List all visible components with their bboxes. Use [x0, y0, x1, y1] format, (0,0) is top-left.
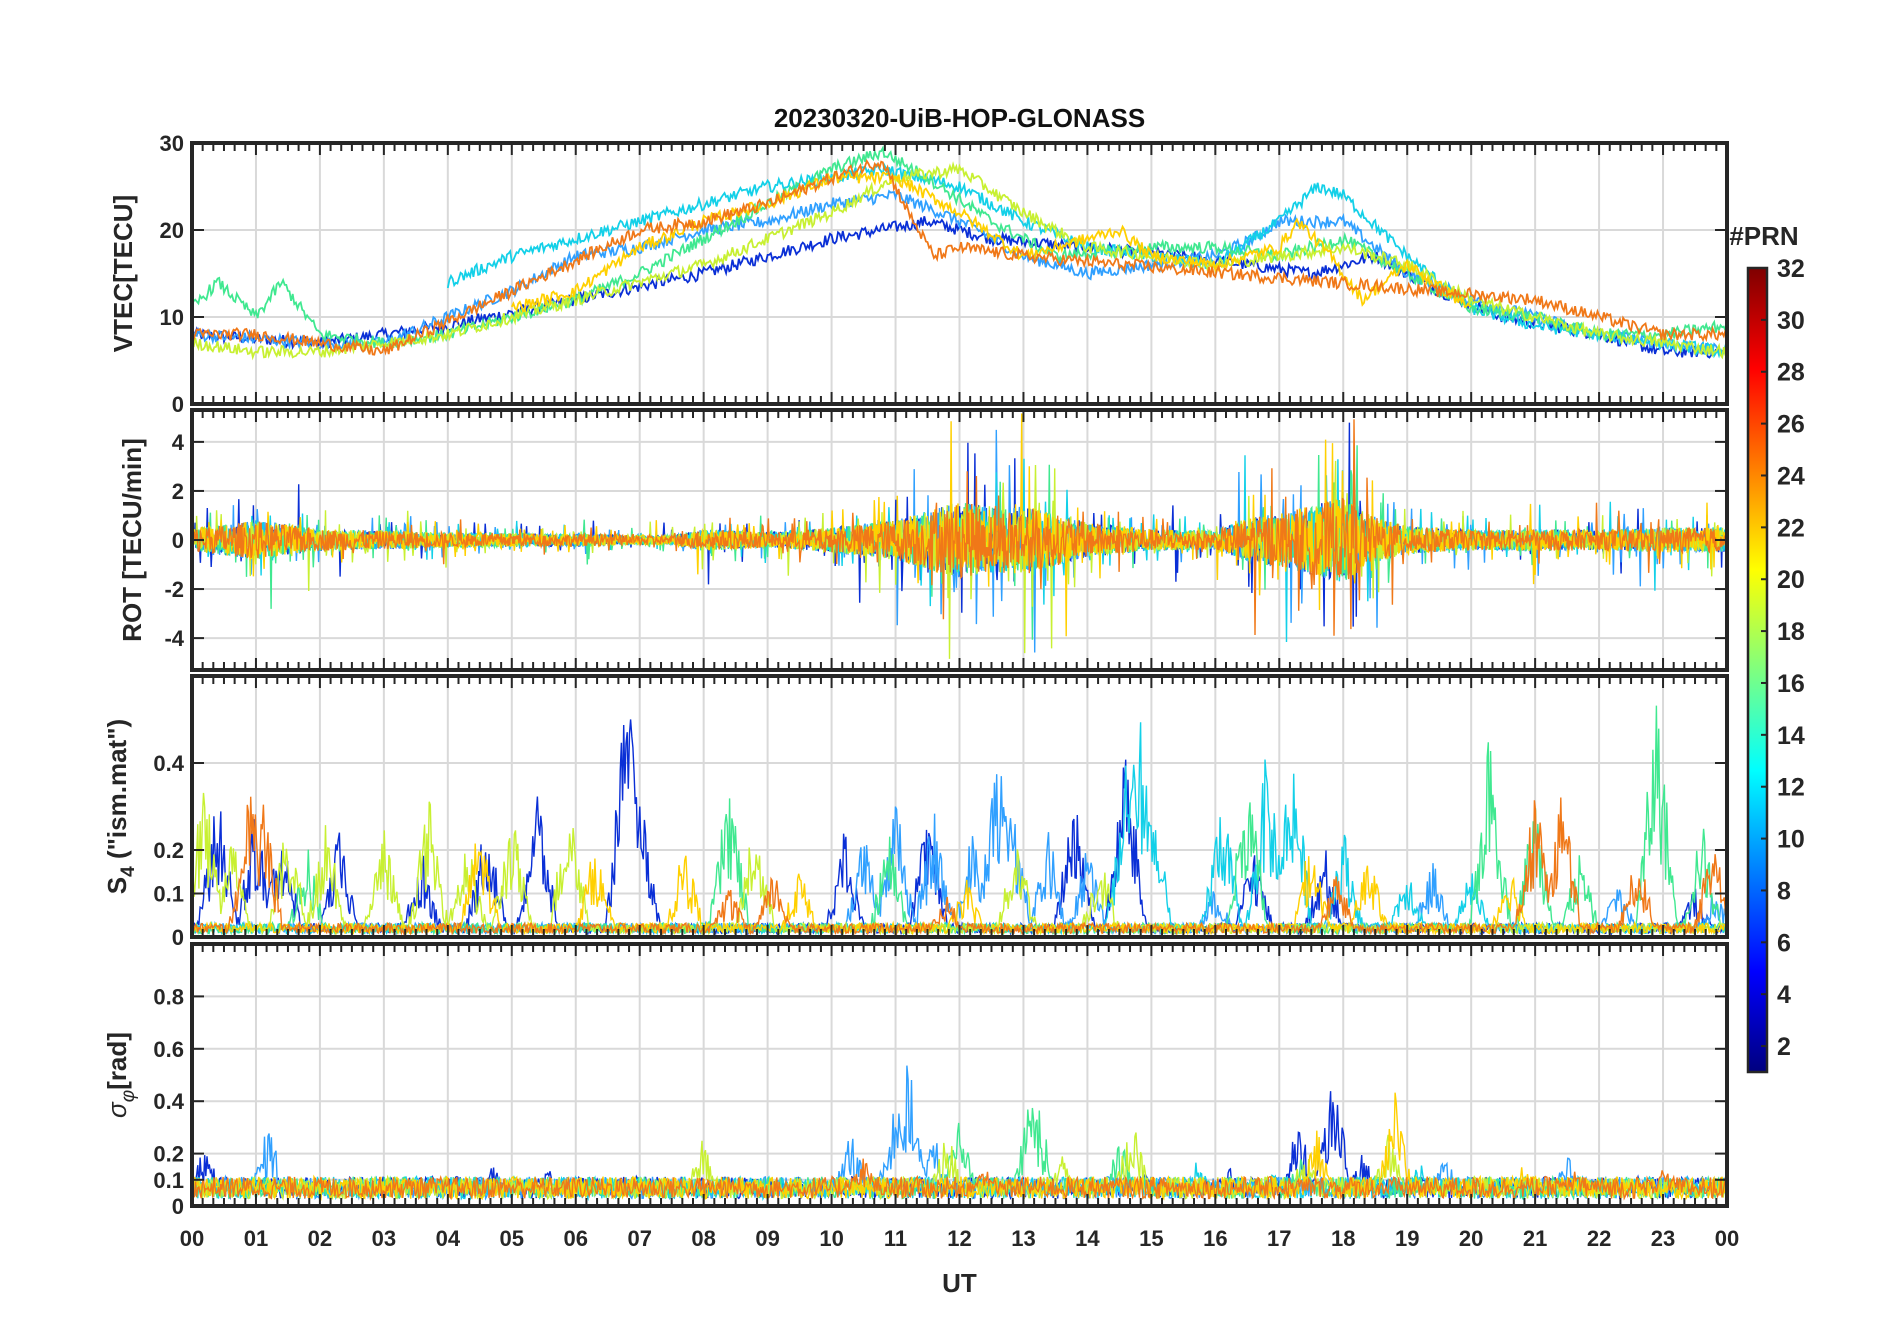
colorbar-tick-label: 18	[1777, 618, 1805, 646]
y-tick-label: 0	[172, 925, 184, 950]
y-tick-label: 0	[172, 528, 184, 553]
colorbar-tick-label: 26	[1777, 411, 1805, 439]
x-tick-label: 10	[819, 1226, 843, 1251]
y-tick-label: 0.8	[153, 984, 184, 1009]
x-tick-label: 15	[1139, 1226, 1163, 1251]
x-tick-label: 16	[1203, 1226, 1227, 1251]
colorbar-tick-label: 28	[1777, 359, 1805, 387]
colorbar-tick-label: 2	[1777, 1033, 1791, 1061]
y-tick-label: -2	[164, 577, 184, 602]
rot-series-line	[192, 419, 1727, 636]
y-axis-label-rot: ROT [TECU/min]	[117, 438, 147, 642]
x-tick-label: 09	[755, 1226, 779, 1251]
x-tick-label: 02	[308, 1226, 332, 1251]
x-tick-label: 19	[1395, 1226, 1419, 1251]
panel-rot: -4 -2 0 2 4 ROT [TECU/min]	[117, 408, 1729, 672]
x-tick-label: 14	[1075, 1226, 1100, 1251]
x-tick-label: 17	[1267, 1226, 1291, 1251]
colorbar-tick-label: 14	[1777, 722, 1805, 750]
sigma_phi-series-line	[192, 1158, 1727, 1202]
y-tick-label: -4	[164, 626, 184, 651]
y-tick-label: 10	[160, 305, 184, 330]
x-tick-labels: 00 01 02 03 04 05 06 07 08 09 10 11 12 13 14 15 16 17 18 19…	[180, 1226, 1739, 1251]
colorbar-tick-label: 32	[1777, 255, 1805, 283]
panel-ticks-vtec: 0 10 20 30	[160, 131, 1728, 417]
x-tick-label: 04	[436, 1226, 461, 1251]
y-axis-label-s4: S4 ("ism.mat")	[102, 719, 139, 894]
colorbar-tick-label: 8	[1777, 877, 1791, 905]
x-tick-label: 23	[1651, 1226, 1675, 1251]
y-tick-label: 0	[172, 1194, 184, 1219]
y-tick-label: 0.4	[153, 751, 184, 776]
x-tick-label: 08	[691, 1226, 715, 1251]
x-tick-label: 07	[627, 1226, 651, 1251]
x-tick-label: 05	[500, 1226, 524, 1251]
panel-data-rot	[192, 413, 1727, 659]
colorbar-label: #PRN	[1729, 221, 1798, 251]
colorbar-tick-label: 20	[1777, 566, 1805, 594]
x-tick-label: 11	[884, 1226, 907, 1251]
panel-ticks-s4: 0 0.1 0.2 0.4	[153, 676, 1728, 950]
colorbar-tick-label: 22	[1777, 514, 1805, 542]
colorbar-tick-label: 16	[1777, 670, 1805, 698]
y-tick-label: 2	[172, 479, 184, 504]
y-tick-label: 4	[172, 430, 185, 455]
y-tick-label: 20	[160, 218, 184, 243]
panel-ticks-rot: -4 -2 0 2 4	[164, 410, 1728, 670]
panel-ticks-sigma_phi: 00.10.2 0.4 0.6 0.8	[153, 944, 1728, 1219]
x-tick-label: 01	[244, 1226, 268, 1251]
x-tick-label: 06	[564, 1226, 588, 1251]
y-tick-label: 30	[160, 131, 184, 156]
colorbar-tick-label: 12	[1777, 774, 1805, 802]
x-tick-label: 22	[1587, 1226, 1611, 1251]
x-tick-label: 13	[1011, 1226, 1035, 1251]
y-tick-label: 0.2	[153, 838, 184, 863]
y-tick-label: 0.4	[153, 1089, 184, 1114]
panel-vtec: 0 10 20 30 VTEC[TECU]	[108, 131, 1729, 417]
x-tick-label: 03	[372, 1226, 396, 1251]
panel-data-vtec	[192, 145, 1727, 361]
x-tick-label: 18	[1331, 1226, 1355, 1251]
vtec-series-line	[192, 159, 1727, 356]
chart-title: 20230320-UiB-HOP-GLONASS	[774, 103, 1145, 133]
panel-sigma_phi: 00.10.2 0.4 0.6 0.8 σφ[rad]	[102, 942, 1729, 1219]
colorbar-bar	[1746, 266, 1769, 1074]
vtec-series-line	[192, 161, 1727, 361]
y-axis-label-sigma_phi: σφ[rad]	[102, 1032, 139, 1118]
y-tick-label: 0.1	[153, 1168, 184, 1193]
y-tick-label: 0.6	[153, 1037, 184, 1062]
y-axis-label-vtec: VTEC[TECU]	[108, 195, 138, 352]
x-tick-label: 21	[1523, 1226, 1547, 1251]
x-tick-label: 12	[947, 1226, 971, 1251]
colorbar-tick-label: 10	[1777, 826, 1805, 854]
x-tick-label: 00	[180, 1226, 204, 1251]
x-axis-label: UT	[942, 1268, 977, 1298]
vtec-series-line	[192, 145, 1727, 350]
colorbar-tick-label: 4	[1777, 981, 1791, 1009]
colorbar-tick-label: 30	[1777, 307, 1805, 335]
colorbar-tick-label: 24	[1777, 462, 1805, 490]
panel-s4: 0 0.1 0.2 0.4 S4 ("ism.mat")	[102, 674, 1729, 950]
y-tick-label: 0.1	[153, 882, 184, 907]
y-tick-label: 0.2	[153, 1142, 184, 1167]
y-tick-label: 0	[172, 392, 184, 417]
x-tick-label: 00	[1715, 1226, 1739, 1251]
colorbar-tick-label: 6	[1777, 929, 1791, 957]
x-tick-label: 20	[1459, 1226, 1483, 1251]
